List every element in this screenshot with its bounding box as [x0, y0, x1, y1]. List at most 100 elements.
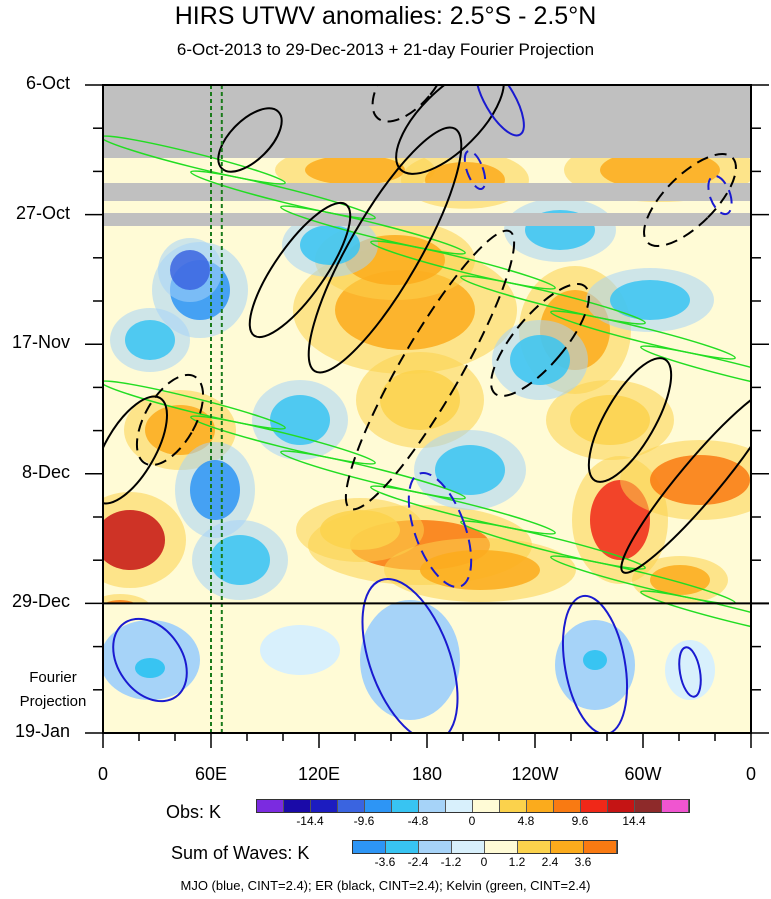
mjo-contour — [475, 85, 525, 137]
y-tick-label: 8-Dec — [21, 461, 70, 482]
x-tick-label: 120W — [511, 764, 559, 784]
y-tick-label: 29-Dec — [11, 591, 70, 612]
kelvin-contour — [103, 135, 286, 185]
anomaly-patch — [210, 535, 270, 585]
colorbar-tick-label: 1.2 — [508, 855, 526, 869]
anomaly-patch — [650, 455, 750, 505]
anomaly-patch — [103, 510, 165, 570]
anomaly-patch — [305, 155, 405, 185]
anomaly-patch — [510, 335, 570, 385]
kelvin-contour — [640, 590, 751, 640]
y-axis-ticks — [85, 84, 769, 734]
mjo-contour — [678, 646, 702, 698]
chart-title: HIRS UTWV anomalies: 2.5°S - 2.5°N — [174, 2, 597, 30]
colorbar-cell — [257, 800, 284, 812]
colorbar-tick-label: -9.6 — [353, 814, 375, 828]
colorbar-cell — [338, 800, 365, 812]
x-tick-label: 180 — [411, 764, 443, 784]
er-contour — [587, 357, 673, 483]
anomaly-patch — [270, 395, 330, 445]
x-tick-label: 0 — [97, 764, 108, 784]
missing-data-band — [103, 183, 751, 201]
x-tick-label: 0 — [745, 764, 756, 784]
colorbar-cell — [311, 800, 338, 812]
colorbar-cell — [500, 800, 527, 812]
kelvin-contour — [190, 170, 376, 220]
mjo-contour — [562, 594, 628, 733]
er-contour — [643, 153, 737, 247]
obs-legend-title: Obs: K — [166, 802, 222, 822]
anomaly-patch — [380, 370, 460, 430]
er-contours — [103, 85, 751, 574]
colorbar-cell — [581, 800, 608, 812]
colorbar-cell — [635, 800, 662, 812]
anomaly-patch — [610, 280, 690, 320]
colorbar-tick-label: 3.6 — [574, 855, 592, 869]
er-contour — [217, 107, 283, 173]
colorbar-cell — [392, 800, 419, 812]
kelvin-contour — [190, 415, 376, 465]
chart-subtitle: 6-Oct-2013 to 29-Dec-2013 + 21-day Fouri… — [176, 40, 595, 59]
colorbar-tick-label: 0 — [468, 814, 476, 828]
waves-legend-title: Sum of Waves: K — [171, 843, 310, 863]
colorbar-cell — [446, 800, 473, 812]
er-contour — [135, 373, 205, 467]
kelvin-contour — [640, 345, 751, 395]
colorbar-tick-label: -14.4 — [296, 814, 324, 828]
projection-patch — [583, 650, 607, 670]
er-contour — [307, 126, 463, 374]
kelvin-contour — [103, 380, 286, 430]
x-tick-label: 120E — [297, 764, 341, 784]
colorbar-cell — [452, 841, 485, 853]
colorbar-tick-label: 2.4 — [541, 855, 559, 869]
mjo-contour — [112, 617, 188, 703]
x-axis-ticks — [102, 733, 752, 748]
contour-footer: MJO (blue, CINT=2.4); ER (black, CINT=2.… — [180, 878, 591, 893]
colorbar-cell — [551, 841, 584, 853]
missing-data-band — [103, 85, 751, 158]
colorbar-cell — [662, 800, 689, 812]
colorbar-tick-label: 0 — [480, 855, 488, 869]
projection-patch — [360, 600, 460, 720]
colorbar-tick-label: -3.6 — [374, 855, 396, 869]
kelvin-contour — [550, 310, 736, 360]
colorbar-cell — [365, 800, 392, 812]
kelvin-contour — [460, 275, 646, 325]
projection-label: Fourier — [29, 669, 77, 686]
colorbar-tick-label: 9.6 — [571, 814, 589, 828]
colorbar-tick-label: 4.8 — [517, 814, 535, 828]
anomaly-patch — [570, 395, 650, 445]
er-contour — [344, 229, 516, 511]
y-tick-label: 6-Oct — [25, 73, 70, 93]
er-contour — [620, 386, 751, 574]
colorbar-cell — [527, 800, 554, 812]
projection-patch — [135, 658, 165, 678]
anomaly-patch — [300, 225, 360, 265]
anomaly-patch — [145, 405, 215, 455]
x-tick-label: 60E — [194, 764, 228, 784]
mjo-contours — [112, 85, 733, 733]
kelvin-contour — [460, 520, 646, 570]
colorbar-cell — [473, 800, 500, 812]
colorbar-cell — [386, 841, 419, 853]
mjo-contour — [463, 150, 487, 190]
projection-patch — [665, 640, 715, 700]
projection-field — [103, 600, 751, 733]
colorbar-cell — [284, 800, 311, 812]
anomaly-patch — [320, 510, 400, 550]
kelvin-contour — [370, 240, 556, 290]
anomaly-patch — [600, 150, 720, 190]
colorbar-tick-label: -4.8 — [407, 814, 429, 828]
colorbar-cell — [584, 841, 617, 853]
mjo-contour — [407, 471, 473, 589]
y-tick-label: 27-Oct — [15, 202, 70, 223]
colorbar-cell — [518, 841, 551, 853]
mjo-contour — [707, 174, 733, 216]
kelvin-contour — [280, 450, 466, 500]
projection-label: Projection — [19, 693, 87, 710]
missing-data-band — [103, 213, 751, 226]
anomaly-patch — [435, 445, 505, 495]
er-contour — [103, 395, 168, 505]
colorbar-cell — [608, 800, 635, 812]
colorbar-cell — [353, 841, 386, 853]
